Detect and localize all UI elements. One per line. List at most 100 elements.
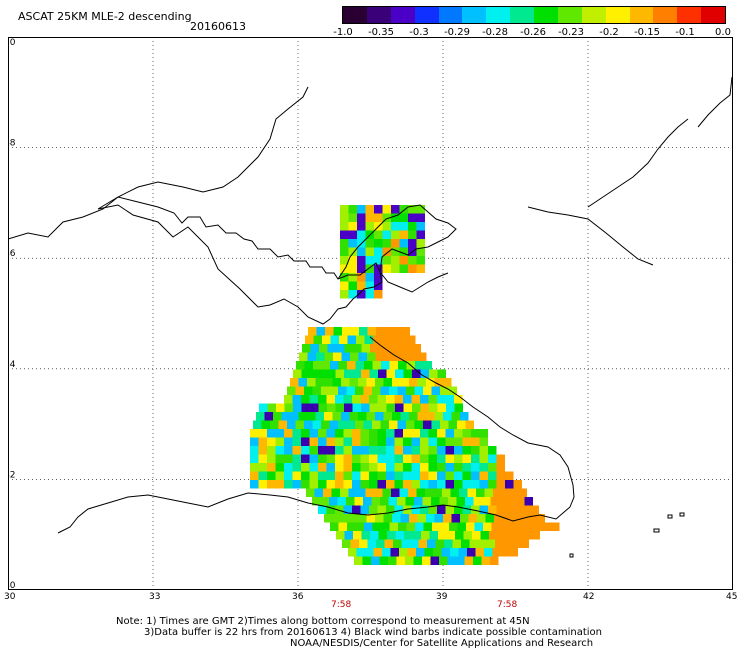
wind-pixel (373, 548, 382, 557)
wind-pixel (456, 556, 465, 565)
wind-pixel (511, 514, 520, 523)
wind-pixel (496, 505, 505, 514)
wind-pixel (304, 420, 313, 429)
wind-pixel (454, 463, 463, 472)
wind-pixel (250, 454, 259, 463)
wind-pixel (358, 412, 367, 421)
wind-pixel (428, 429, 437, 438)
wind-pixel (505, 505, 514, 514)
wind-pixel (406, 522, 415, 531)
wind-pixel (377, 505, 386, 514)
wind-pixel (367, 352, 376, 361)
wind-pixel (416, 230, 425, 239)
wind-pixel (394, 446, 403, 455)
wind-pixel (348, 488, 357, 497)
wind-pixel (341, 378, 350, 387)
wind-pixel (440, 420, 449, 429)
wind-pixel (452, 539, 461, 548)
wind-pixel (318, 454, 327, 463)
wind-pixel (340, 230, 349, 239)
wind-pixel (488, 463, 497, 472)
wind-pixel (412, 344, 421, 353)
wind-pixel (507, 497, 516, 506)
wind-pixel (343, 395, 352, 404)
wind-pixel (462, 505, 471, 514)
wind-pixel (423, 420, 432, 429)
color-scale-swatch (653, 7, 678, 23)
wind-pixel (267, 429, 276, 438)
color-scale-swatch (581, 7, 606, 23)
wind-pixel (365, 290, 374, 299)
wind-pixel (496, 454, 505, 463)
wind-pixel (424, 548, 433, 557)
wind-pixel (431, 386, 440, 395)
wind-pixel (451, 514, 460, 523)
wind-pixel (442, 488, 451, 497)
wind-pixel (360, 446, 369, 455)
wind-pixel (414, 386, 423, 395)
wind-pixel (397, 420, 406, 429)
wind-pixel (250, 471, 259, 480)
wind-pixel (307, 412, 316, 421)
color-scale-label: -0.23 (558, 27, 584, 38)
wind-pixel (471, 437, 480, 446)
wind-pixel (492, 548, 501, 557)
wind-pixel (370, 344, 379, 353)
wind-pixel (369, 480, 378, 489)
wind-pixel (287, 420, 296, 429)
wind-pixel (284, 437, 293, 446)
wind-pixel (374, 281, 383, 290)
wind-pixel (382, 213, 391, 222)
color-scale-swatch (534, 7, 558, 23)
wind-pixel (445, 429, 454, 438)
wind-pixel (292, 480, 301, 489)
wind-pixel (437, 429, 446, 438)
wind-pixel (440, 386, 449, 395)
wind-pixel (329, 420, 338, 429)
wind-pixel (335, 471, 344, 480)
wind-pixel (348, 205, 357, 214)
wind-pixel (405, 556, 414, 565)
wind-pixel (486, 539, 495, 548)
wind-pixel (471, 463, 480, 472)
wind-pixel (352, 480, 361, 489)
wind-pixel (284, 395, 293, 404)
wind-pixel (395, 403, 404, 412)
wind-pixel (332, 412, 341, 421)
wind-pixel (428, 395, 437, 404)
wind-pixel (528, 514, 537, 523)
wind-pixel (417, 412, 426, 421)
wind-pixel (362, 556, 371, 565)
wind-pixel (399, 247, 408, 256)
wind-pixel (517, 522, 526, 531)
wind-pixel (398, 361, 407, 370)
wind-pixel (409, 378, 418, 387)
wind-pixel (416, 222, 425, 231)
wind-pixel (301, 480, 310, 489)
wind-pixel (312, 386, 321, 395)
wind-pixel (316, 327, 325, 336)
wind-pixel (340, 213, 349, 222)
wind-pixel (434, 514, 443, 523)
wind-pixel (493, 488, 502, 497)
product-date: 20160613 (190, 20, 246, 33)
wind-pixel (428, 437, 437, 446)
wind-pixel (386, 505, 395, 514)
color-scale-swatch (366, 7, 391, 23)
wind-pixel (479, 480, 488, 489)
wind-pixel (489, 531, 498, 540)
wind-pixel (390, 335, 399, 344)
wind-pixel (460, 514, 469, 523)
wind-pixel (496, 463, 505, 472)
wind-pixel (386, 369, 395, 378)
wind-pixel (350, 539, 359, 548)
wind-pixel (326, 446, 335, 455)
color-scale-label: -0.26 (520, 27, 546, 38)
wind-pixel (393, 539, 402, 548)
wind-pixel (380, 420, 389, 429)
wind-pixel (417, 514, 426, 523)
wind-pixel (299, 352, 308, 361)
wind-pixel (332, 514, 341, 523)
wind-pixel (321, 420, 330, 429)
wind-pixel (384, 352, 393, 361)
